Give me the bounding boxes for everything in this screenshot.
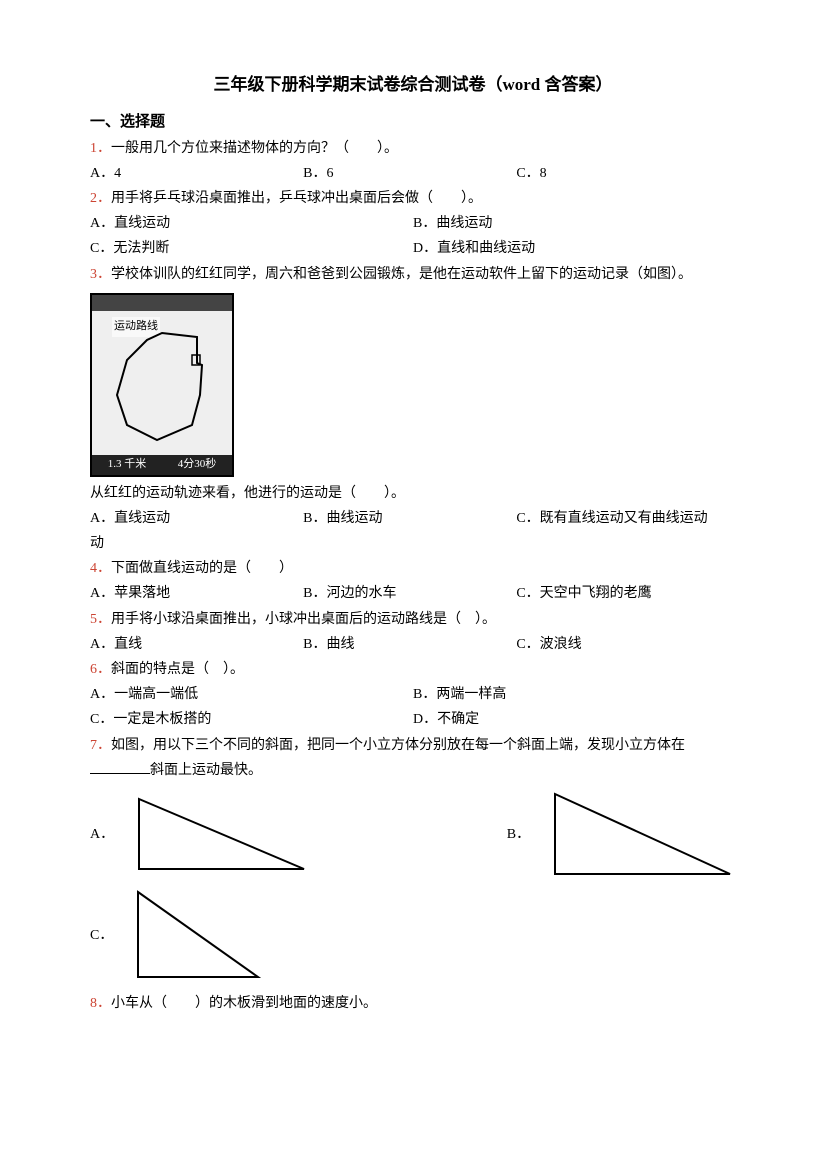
opt-c-label: C．: [90, 923, 113, 948]
qtext-pre: 如图，用以下三个不同的斜面，把同一个小立方体分别放在每一个斜面上端，发现小立方体…: [111, 738, 685, 753]
question-3-tail: 从红红的运动轨迹来看，他进行的运动是（ ）。: [90, 481, 736, 506]
q2-options-row1: A．直线运动 B．曲线运动: [90, 211, 736, 236]
opt-d: D．直线和曲线运动: [413, 236, 736, 261]
opt-b: B．曲线: [303, 632, 516, 657]
q3-options: A．直线运动 B．曲线运动 C．既有直线运动又有曲线运动: [90, 506, 736, 531]
qtext: 学校体训队的红红同学，周六和爸爸到公园锻炼，是他在运动软件上留下的运动记录（如图…: [111, 267, 692, 282]
route-path-icon: [102, 325, 222, 445]
qtext: 用手将乒乓球沿桌面推出，乒乓球冲出桌面后会做（ ）。: [111, 191, 482, 206]
qtext: 斜面的特点是（ ）。: [111, 662, 244, 677]
time-label: 4分30秒: [178, 455, 217, 475]
blank-fill: [90, 759, 150, 774]
opt-b: B．河边的水车: [303, 581, 516, 606]
opt-c: C．波浪线: [516, 632, 729, 657]
qnum: 1．: [90, 141, 111, 156]
opt-a: A．一端高一端低: [90, 682, 413, 707]
opt-b: B．两端一样高: [413, 682, 736, 707]
section-heading: 一、选择题: [90, 109, 736, 136]
opt-a: A．苹果落地: [90, 581, 303, 606]
q5-options: A．直线 B．曲线 C．波浪线: [90, 632, 736, 657]
opt-a: A．直线运动: [90, 211, 413, 236]
qnum: 8．: [90, 996, 111, 1011]
qnum: 4．: [90, 561, 111, 576]
opt-b: B．6: [303, 161, 516, 186]
triangle-b-icon: [550, 789, 736, 881]
question-5: 5．用手将小球沿桌面推出，小球冲出桌面后的运动路线是（ ）。: [90, 607, 736, 632]
opt-c: C．一定是木板搭的: [90, 707, 413, 732]
qnum: 7．: [90, 738, 111, 753]
opt-c: C．天空中飞翔的老鹰: [516, 581, 729, 606]
phone-bottombar: 1.3 千米 4分30秒: [92, 455, 232, 475]
qtext: 小车从（ ）的木板滑到地面的速度小。: [111, 996, 377, 1011]
opt-b: B．曲线运动: [413, 211, 736, 236]
opt-a: A．4: [90, 161, 303, 186]
opt-c: C．无法判断: [90, 236, 413, 261]
opt-d: D．不确定: [413, 707, 736, 732]
q6-options-row2: C．一定是木板搭的 D．不确定: [90, 707, 736, 732]
qtext: 用手将小球沿桌面推出，小球冲出桌面后的运动路线是（ ）。: [111, 612, 496, 627]
question-3: 3．学校体训队的红红同学，周六和爸爸到公园锻炼，是他在运动软件上留下的运动记录（…: [90, 262, 736, 287]
opt-c: C．既有直线运动又有曲线运动: [516, 506, 736, 531]
qnum: 5．: [90, 612, 111, 627]
route-screenshot: 运动路线 1.3 千米 4分30秒: [90, 293, 234, 477]
triangle-c-icon: [133, 887, 268, 985]
question-6: 6．斜面的特点是（ ）。: [90, 657, 736, 682]
opt-c: C．8: [516, 161, 729, 186]
question-1: 1．一般用几个方位来描述物体的方向？（ ）。: [90, 136, 736, 161]
opt-a: A．直线运动: [90, 506, 303, 531]
opt-a-label: A．: [90, 822, 114, 847]
q3-opt-c-wrap: 动: [90, 531, 736, 556]
qnum: 3．: [90, 267, 111, 282]
q6-options-row1: A．一端高一端低 B．两端一样高: [90, 682, 736, 707]
q1-options: A．4 B．6 C．8: [90, 161, 736, 186]
phone-topbar: [92, 295, 232, 311]
qtext-post: 斜面上运动最快。: [150, 763, 262, 778]
qtext: 一般用几个方位来描述物体的方向？（ ）。: [111, 141, 398, 156]
q2-options-row2: C．无法判断 D．直线和曲线运动: [90, 236, 736, 261]
qtext: 下面做直线运动的是（ ）: [111, 561, 293, 576]
opt-a: A．直线: [90, 632, 303, 657]
q7-row-c: C．: [90, 887, 736, 985]
page-title: 三年级下册科学期末试卷综合测试卷（word 含答案）: [90, 70, 736, 101]
question-4: 4．下面做直线运动的是（ ）: [90, 556, 736, 581]
opt-b: B．曲线运动: [303, 506, 516, 531]
distance-label: 1.3 千米: [108, 455, 147, 475]
triangle-a-icon: [134, 794, 310, 876]
q4-options: A．苹果落地 B．河边的水车 C．天空中飞翔的老鹰: [90, 581, 736, 606]
qnum: 2．: [90, 191, 111, 206]
qnum: 6．: [90, 662, 111, 677]
question-7: 7．如图，用以下三个不同的斜面，把同一个小立方体分别放在每一个斜面上端，发现小立…: [90, 733, 736, 783]
question-8: 8．小车从（ ）的木板滑到地面的速度小。: [90, 991, 736, 1016]
q7-row-ab: A． B．: [90, 789, 736, 881]
opt-b-label: B．: [507, 822, 530, 847]
question-2: 2．用手将乒乓球沿桌面推出，乒乓球冲出桌面后会做（ ）。: [90, 186, 736, 211]
